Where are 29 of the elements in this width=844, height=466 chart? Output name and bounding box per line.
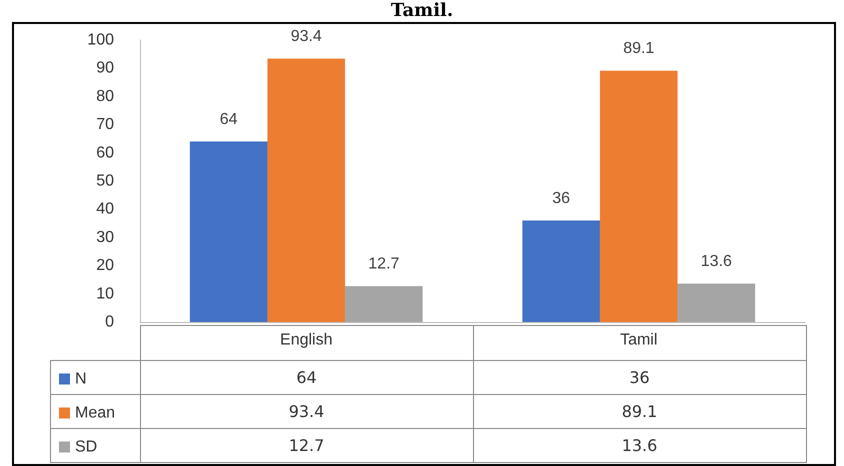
y-tick-label: 70 (96, 116, 114, 134)
text: 93.4 (140, 394, 473, 428)
y-tick-label: 20 (96, 257, 114, 274)
y-tick-label: 80 (96, 88, 114, 105)
legend-label: SD (75, 438, 98, 456)
y-tick-label: 0 (105, 314, 114, 330)
text: 13.6 (473, 428, 806, 462)
text: 12.7 (140, 428, 473, 462)
y-tick-label: 100 (87, 32, 114, 48)
data-label: 36 (552, 190, 570, 207)
legend-label: Mean (75, 404, 116, 422)
data-label: 13.6 (700, 253, 732, 270)
chart-title: Tamil. (390, 0, 454, 21)
y-tick-label: 60 (96, 144, 114, 162)
y-tick-label: 30 (96, 228, 114, 246)
y-tick-label: 40 (96, 200, 114, 218)
legend-label: N (75, 370, 87, 388)
data-label: 89.1 (623, 40, 654, 58)
text: 36 (473, 360, 806, 394)
x-tick-label: Tamil (620, 332, 658, 348)
data-label: 93.4 (290, 28, 322, 46)
data-label: 12.7 (368, 256, 400, 273)
text: 89.1 (473, 394, 806, 428)
x-tick-label: English (280, 332, 332, 348)
y-tick-label: 10 (96, 285, 114, 302)
y-tick-label: 50 (96, 172, 114, 190)
text: 64 (140, 360, 473, 394)
y-tick-label: 90 (96, 60, 114, 77)
data-label: 64 (220, 111, 238, 128)
